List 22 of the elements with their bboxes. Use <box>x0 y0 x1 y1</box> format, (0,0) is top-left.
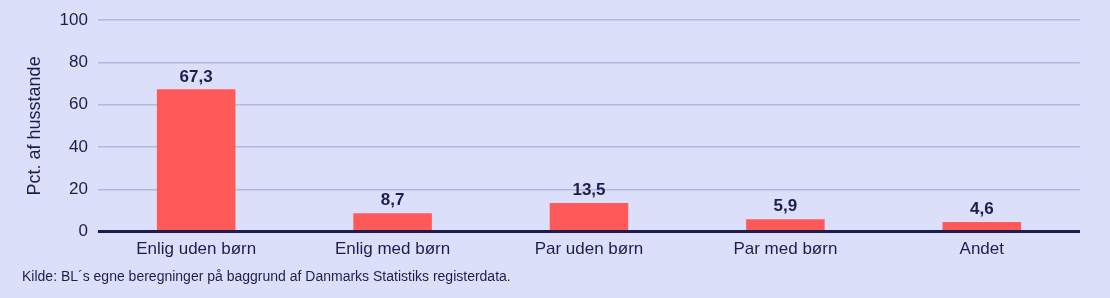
x-tick-label: Par med børn <box>733 239 838 259</box>
bar <box>746 219 825 231</box>
data-label: 4,6 <box>969 199 994 219</box>
x-tick-label: Enlig med børn <box>334 239 451 259</box>
y-tick-label: 40 <box>69 136 88 156</box>
x-tick-label: Andet <box>959 239 1005 259</box>
y-tick-label: 20 <box>69 179 88 199</box>
y-tick-label: 60 <box>69 94 88 114</box>
x-tick-label: Par uden børn <box>534 239 644 259</box>
data-label: 5,9 <box>773 196 798 216</box>
bar <box>549 203 629 231</box>
y-axis-title: Pct. af husstande <box>23 56 44 196</box>
data-label: 13,5 <box>572 180 606 200</box>
bar <box>156 89 236 231</box>
bar <box>353 213 432 231</box>
y-tick-label: 100 <box>59 9 88 29</box>
data-label: 8,7 <box>380 190 405 210</box>
y-tick-label: 0 <box>78 221 88 241</box>
x-tick-label: Enlig uden børn <box>136 239 257 259</box>
y-tick-label: 80 <box>69 52 88 72</box>
data-label: 67,3 <box>179 66 213 86</box>
text: Kilde: BL´s egne beregninger på baggrund af Danmarks Statistiks registerdata. <box>21 268 512 284</box>
